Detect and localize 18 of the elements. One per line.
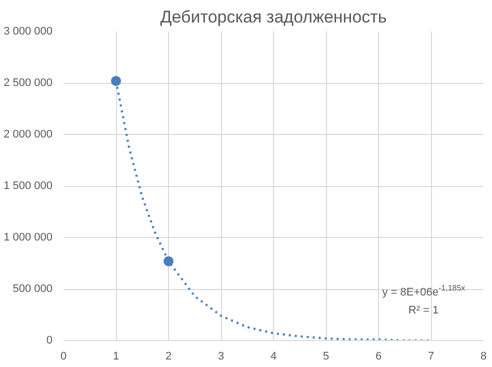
- y-tick-label: 2 500 000: [4, 77, 52, 89]
- y-tick-label: 1 000 000: [4, 232, 52, 244]
- chart-title: Дебиторская задолженность: [160, 8, 387, 26]
- x-tick-label: 1: [112, 350, 120, 362]
- y-tick-label: 0: [46, 334, 53, 346]
- y-tick-label: 500 000: [12, 283, 53, 295]
- annotation: R² = 1: [408, 304, 439, 316]
- y-tick-label: 2 000 000: [4, 128, 52, 140]
- x-tick-label: 3: [218, 350, 224, 362]
- x-tick-label: 4: [270, 350, 277, 362]
- x-tick-label: 0: [60, 350, 67, 362]
- x-tick-label: 5: [322, 350, 330, 362]
- y-tick-label: 3 000 000: [4, 26, 52, 38]
- y-tick-label: 1 500 000: [4, 180, 52, 192]
- x-tick-label: 8: [480, 350, 487, 362]
- x-tick-label: 6: [375, 350, 382, 362]
- x-tick-label: 7: [428, 350, 434, 362]
- x-tick-label: 2: [165, 350, 172, 362]
